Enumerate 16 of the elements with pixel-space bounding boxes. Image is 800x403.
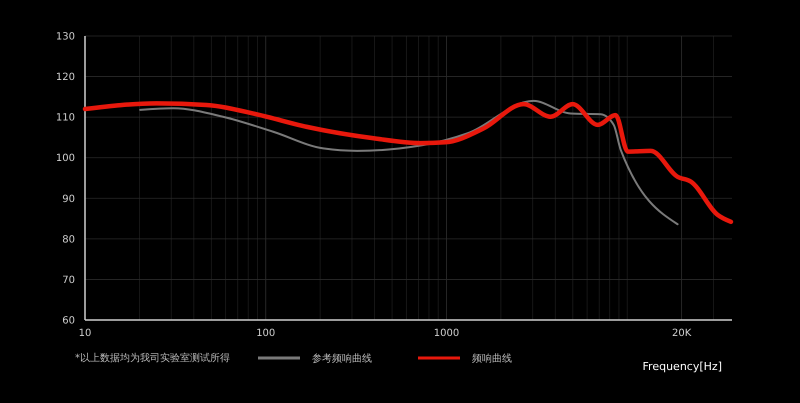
y-tick-label: 110	[56, 112, 75, 124]
text: *以上数据均为我司实验室测试所得	[75, 352, 230, 364]
y-tick-label: 60	[62, 316, 75, 326]
y-tick-label: 100	[56, 153, 75, 164]
x-tick-label: 20K	[672, 328, 692, 339]
x-tick-label: 100	[256, 328, 276, 339]
x-axis-title: Frequency[Hz]	[642, 360, 722, 373]
y-tick-label: 130	[56, 32, 75, 42]
y-tick-label: 80	[62, 234, 75, 246]
legend-label: 频响曲线	[472, 352, 512, 364]
y-tick-label: 120	[56, 72, 75, 84]
y-tick-label: 70	[62, 274, 75, 286]
x-tick-label: 10	[78, 328, 92, 339]
y-tick-label: 90	[62, 194, 75, 205]
x-tick-label: 1000	[434, 328, 460, 339]
legend-label: 参考频响曲线	[312, 352, 372, 364]
